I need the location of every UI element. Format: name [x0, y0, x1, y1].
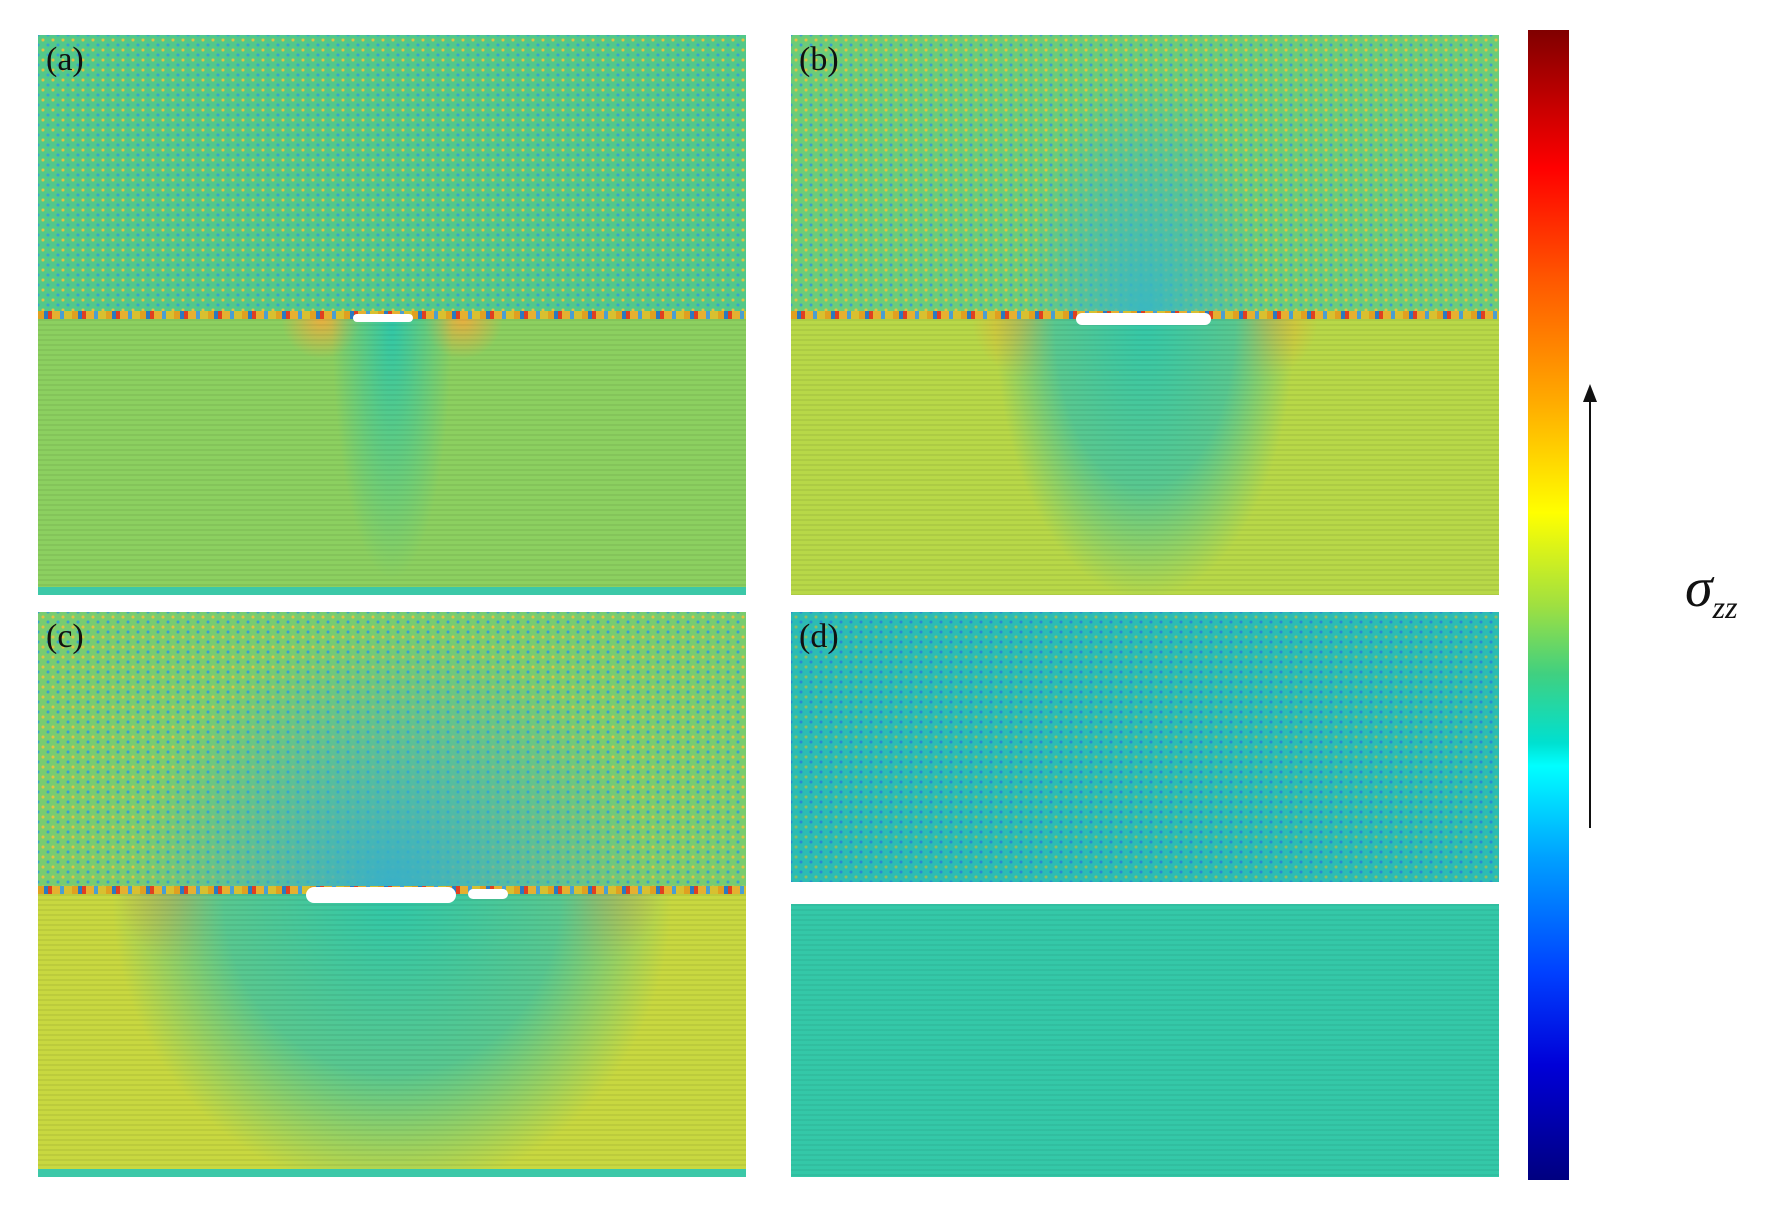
colorbar — [1528, 30, 1569, 1180]
void-gap — [306, 887, 456, 903]
upper-grain — [791, 612, 1499, 882]
upper-grain — [38, 35, 746, 315]
lower-grain — [791, 319, 1499, 595]
panel-a: (a) — [38, 35, 746, 595]
arrow-shaft — [1589, 398, 1591, 828]
panel-label: (c) — [46, 618, 84, 655]
colorbar-label: σzz — [1685, 557, 1738, 626]
lower-grain — [38, 894, 746, 1169]
upper-grain — [38, 612, 746, 890]
lower-grain — [791, 904, 1499, 1177]
void-gap-small — [468, 889, 508, 899]
arrow-up-icon — [1583, 384, 1597, 402]
bottom-edge — [38, 587, 746, 595]
panel-d: (d) — [791, 612, 1499, 1177]
void-gap — [1076, 313, 1211, 325]
panel-label: (b) — [799, 41, 839, 78]
panel-b: (b) — [791, 35, 1499, 595]
upper-grain — [791, 35, 1499, 315]
panel-c: (c) — [38, 612, 746, 1177]
fracture-gap — [791, 882, 1499, 904]
void-gap — [353, 314, 413, 322]
panel-label: (a) — [46, 41, 84, 78]
lower-grain — [38, 319, 746, 587]
panel-label: (d) — [799, 618, 839, 655]
bottom-edge — [38, 1169, 746, 1177]
